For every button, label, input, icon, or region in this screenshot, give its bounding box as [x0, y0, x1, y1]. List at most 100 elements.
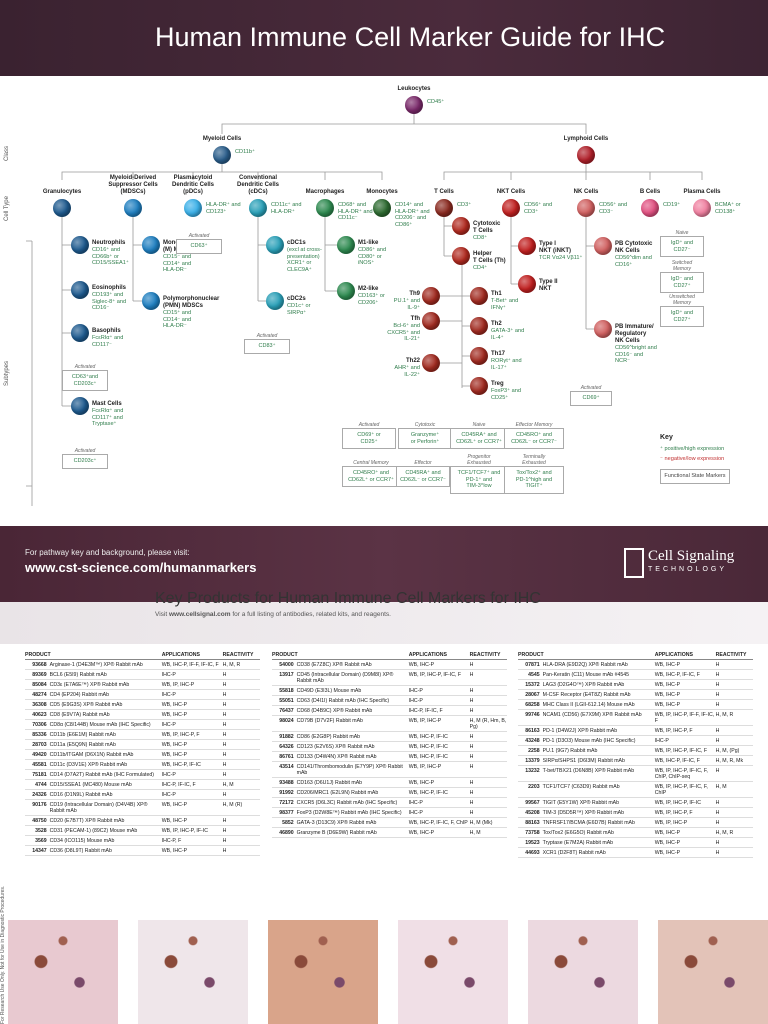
product-name: CD15/SSEA1 (MC480) Mouse mAb — [49, 781, 132, 788]
product-number: 55818 — [279, 687, 294, 694]
reactivity: H — [715, 799, 720, 806]
table-row: 4744 CD15/SSEA1 (MC480) Mouse mAb IHC-P, I… — [25, 780, 260, 790]
product-name: CD49D (E3I3L) Mouse mAb — [296, 687, 362, 694]
state-caption: Progenitor Exhausted — [467, 454, 491, 466]
product-name: SIRPα/SHPS1 (D6I3M) Rabbit mAb — [542, 757, 625, 764]
reactivity: H, M, R — [715, 829, 734, 836]
product-number: 85084 — [32, 681, 47, 688]
node-markers: CD56^bright and CD16⁻ and NCR⁻ — [615, 345, 657, 364]
product-name: CD68 (D4B9C) XP® Rabbit mAb — [296, 707, 373, 714]
applications: IHC-P — [408, 799, 423, 806]
node-label: Macrophages — [305, 189, 345, 195]
subtitle-text: for a full listing of antibodies, relate… — [232, 611, 391, 618]
cell-node — [71, 397, 89, 415]
connectors — [26, 114, 703, 506]
table-row: 19523 Tryptase (E7M2A) Rabbit mAb WB, IHC-… — [518, 838, 753, 848]
cell-node — [452, 247, 470, 265]
table-row: 48750 CD20 (E7B7T) XP® Rabbit mAb WB, IHC-… — [25, 816, 260, 826]
product-name: CD206/MRC1 (E2L9N) Rabbit mAb — [296, 789, 379, 796]
table-row: 85084 CD3ε (E7A6E™) XP® Rabbit mAb WB, IP,… — [25, 680, 260, 690]
node-markers: T-Bet⁺ and IFNγ⁺ — [491, 298, 519, 311]
cell-node — [124, 199, 142, 217]
table-row: 13379 SIRPα/SHPS1 (D6I3M) Rabbit mAb WB, I… — [518, 756, 753, 766]
product-name: MHC Class II (LGII-612.14) Mouse mAb — [542, 701, 635, 708]
table-row: 55818 CD49D (E3I3L) Mouse mAb IHC-P H — [272, 686, 507, 696]
product-name: CD133 (D4W4N) XP® Rabbit mAb — [296, 753, 377, 760]
state-box: IgD⁺ and CD27⁻ — [660, 236, 704, 257]
table-row: 43248 PD-1 (D3O3) Mouse mAb (IHC Specific… — [518, 736, 753, 746]
node-label: Helper T Cells (Th) — [473, 251, 506, 264]
table-row: 99567 TIGIT (E5Y1W) XP® Rabbit mAb WB, IP,… — [518, 798, 753, 808]
node-label: Plasma Cells — [683, 189, 721, 195]
state-box: IgD⁻ and CD27⁺ — [660, 272, 704, 293]
applications: WB, IP, IHC-P, IF-IC, F — [408, 671, 461, 678]
product-name: XCR1 (D2F8T) Rabbit mAb — [542, 849, 606, 856]
applications: WB, IP, IHC-P — [408, 763, 442, 770]
state-caption: Naive — [675, 230, 689, 236]
product-number: 85336 — [32, 731, 47, 738]
cell-node — [373, 199, 391, 217]
state-caption: Naive — [472, 422, 486, 428]
node-label: Th9 — [409, 291, 420, 297]
applications: WB, IHC-P, IF-IC — [408, 753, 448, 760]
node-label: T Cells — [434, 189, 454, 195]
product-number: 4545 — [528, 671, 540, 678]
table-row: 49420 CD11b/ITGAM (D6X1N) Rabbit mAb WB, I… — [25, 750, 260, 760]
banner-url[interactable]: www.cst-science.com/humanmarkers — [25, 560, 257, 575]
reactivity: H — [222, 681, 227, 688]
node-markers: HLA-DR⁺ and CD123⁺ — [206, 202, 241, 215]
product-name: PU.1 (9G7) Rabbit mAb — [542, 747, 598, 754]
applications: WB, IHC-P, IF-IC, F — [654, 671, 700, 678]
product-name: CD8α (C8/144B) Mouse mAb (IHC Specific) — [49, 721, 151, 728]
node-label: Cytotoxic T Cells — [473, 221, 501, 234]
cell-node — [266, 292, 284, 310]
table-row: 45581 CD11c (D3V1E) XP® Rabbit mAb WB, IHC… — [25, 760, 260, 770]
applications: WB, IP, IHC-P, IF-IC, F — [654, 747, 707, 754]
header-cell: PRODUCT — [272, 651, 298, 658]
reactivity: H, M, R — [222, 661, 241, 668]
node-label: Polymorphonuclear (PMN) MDSCs — [163, 296, 220, 309]
node-markers: CD193⁺ and Siglec-8⁺ and CD16⁻ — [92, 292, 127, 311]
table-row: 36308 CD5 (E9G3S) XP® Rabbit mAb WB, IHC-P… — [25, 700, 260, 710]
subtitle-link[interactable]: www.cellsignal.com — [168, 611, 231, 618]
reactivity: H — [715, 809, 720, 816]
cell-node — [184, 199, 202, 217]
applications: WB, IP, IHC-P, IF-IC, F, ChIP, ChIP-seq — [654, 767, 708, 780]
cell-node — [435, 199, 453, 217]
product-name: CD36 (D8L9T) Rabbit mAb — [49, 847, 112, 854]
node-markers: Bcl-6⁺ and CXCR5⁺ and IL-21⁺ — [387, 323, 420, 342]
product-number: 49420 — [32, 751, 47, 758]
product-name: PD-1 (D4W2J) XP® Rabbit mAb — [542, 727, 618, 734]
applications: IHC-P — [408, 697, 423, 704]
reactivity: H — [222, 847, 227, 854]
node-label: B Cells — [639, 189, 661, 195]
node-markers: CD45⁺ — [427, 99, 445, 105]
product-name: NCAM1 (CD56) (E7X9M) XP® Rabbit mAb — [542, 711, 642, 718]
table-row: 3569 CD34 (ICO115) Mouse mAb IHC-P, F H — [25, 836, 260, 846]
product-name: CD8 (E9V7A) Rabbit mAb — [49, 711, 110, 718]
header: Human Immune Cell Marker Guide for IHC — [0, 0, 768, 76]
reactivity: H — [469, 789, 474, 796]
applications: IHC-P, IF-IC, F — [408, 707, 443, 714]
disclaimer: For Research Use Only. Not for Use in Di… — [0, 885, 6, 1024]
product-name: CD141/Thrombomodulin (E7Y9P) XP® Rabbit … — [296, 763, 403, 776]
product-number: 2258 — [528, 747, 540, 754]
node-markers: CD11c⁺ and HLA-DR⁺ — [271, 202, 302, 215]
product-number: 54000 — [279, 661, 294, 668]
table-row: 70306 CD8α (C8/144B) Mouse mAb (IHC Speci… — [25, 720, 260, 730]
product-number: 93668 — [32, 661, 47, 668]
product-name: CD4 (EP204) Rabbit mAb — [49, 691, 110, 698]
product-number: 28067 — [525, 691, 540, 698]
applications: IHC-P — [408, 687, 423, 694]
product-number: 46890 — [279, 829, 294, 836]
product-number: 14347 — [32, 847, 47, 854]
cell-node — [470, 347, 488, 365]
node-label: Neutrophils — [92, 240, 126, 246]
applications: WB, IP, IHC-P, F — [654, 727, 693, 734]
product-number: 19523 — [525, 839, 540, 846]
applications: WB, IHC-P, IF-IC, F — [654, 757, 700, 764]
logo: Cell Signaling — [648, 548, 735, 564]
applications: WB, IHC-P — [654, 839, 681, 846]
cell-node — [405, 96, 423, 114]
product-number: 86163 — [525, 727, 540, 734]
